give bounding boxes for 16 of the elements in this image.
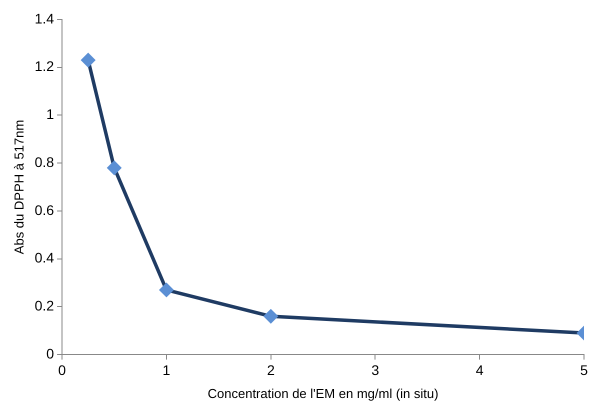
y-tick-label: 0.6 <box>34 202 54 218</box>
x-tick-label: 3 <box>371 362 380 378</box>
y-tick-label: 0 <box>46 345 54 362</box>
x-axis-title: Concentration de l'EM en mg/ml (in situ) <box>208 386 438 401</box>
x-tick-label: 5 <box>580 362 588 378</box>
y-tick-label: 0.4 <box>34 250 54 266</box>
x-tick-label: 1 <box>162 362 171 378</box>
y-tick-label: 0.2 <box>34 298 54 314</box>
y-tick-label: 1.4 <box>34 10 54 26</box>
x-tick-label: 0 <box>58 362 66 378</box>
x-tick-label: 2 <box>266 362 275 378</box>
y-tick-label: 1.2 <box>34 58 54 74</box>
y-tick-label: 0.8 <box>34 154 54 170</box>
y-tick-label: 1 <box>46 106 54 122</box>
y-axis-title: Abs du DPPH à 517nm <box>11 120 26 254</box>
x-tick-label: 4 <box>476 362 484 378</box>
